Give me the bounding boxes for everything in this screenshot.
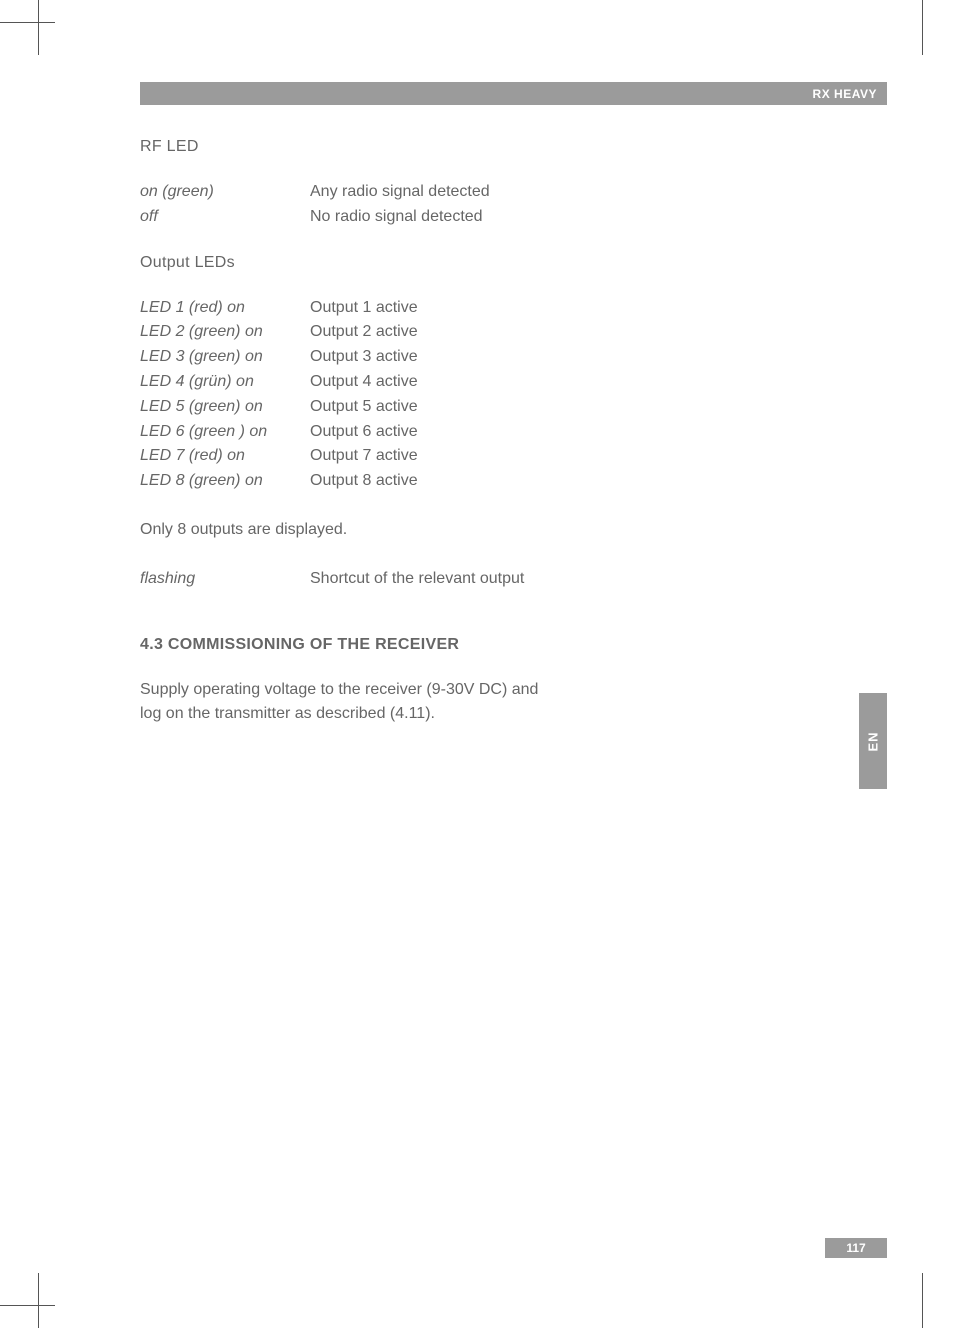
output-led-desc: Output 8 active [310, 469, 740, 494]
crop-mark [38, 0, 39, 55]
output-led-term: LED 2 (green) on [140, 320, 310, 345]
rf-led-row: on (green) Any radio signal detected [140, 180, 740, 205]
footer-page-bar: 117 [825, 1238, 887, 1258]
output-led-desc: Output 4 active [310, 370, 740, 395]
crop-mark [922, 0, 923, 55]
output-led-desc: Output 5 active [310, 395, 740, 420]
output-led-term: LED 6 (green ) on [140, 420, 310, 445]
output-led-row: LED 7 (red) on Output 7 active [140, 444, 740, 469]
crop-mark [0, 22, 55, 23]
language-side-tab: EN [859, 693, 887, 789]
output-led-desc: Output 6 active [310, 420, 740, 445]
output-led-desc: Output 7 active [310, 444, 740, 469]
output-led-term: LED 4 (grün) on [140, 370, 310, 395]
rf-led-desc: Any radio signal detected [310, 180, 740, 205]
page-number: 117 [846, 1241, 865, 1255]
output-led-row: LED 3 (green) on Output 3 active [140, 345, 740, 370]
output-led-row: LED 4 (grün) on Output 4 active [140, 370, 740, 395]
flashing-row: flashing Shortcut of the relevant output [140, 567, 740, 592]
output-led-row: LED 6 (green ) on Output 6 active [140, 420, 740, 445]
crop-mark [922, 1273, 923, 1328]
output-leds-heading: Output LEDs [140, 254, 740, 272]
content-region: RF LED on (green) Any radio signal detec… [140, 138, 740, 727]
rf-led-term: off [140, 205, 310, 230]
output-led-term: LED 8 (green) on [140, 469, 310, 494]
flashing-desc: Shortcut of the relevant output [310, 567, 740, 592]
section-4-3-body-line: log on the transmitter as described (4.1… [140, 702, 740, 727]
output-led-term: LED 7 (red) on [140, 444, 310, 469]
rf-led-term: on (green) [140, 180, 310, 205]
output-led-row: LED 1 (red) on Output 1 active [140, 296, 740, 321]
output-led-desc: Output 1 active [310, 296, 740, 321]
output-led-desc: Output 3 active [310, 345, 740, 370]
language-label: EN [866, 731, 881, 751]
header-label: RX HEAVY [813, 87, 877, 101]
crop-mark [38, 1273, 39, 1328]
rf-led-row: off No radio signal detected [140, 205, 740, 230]
output-led-row: LED 5 (green) on Output 5 active [140, 395, 740, 420]
output-led-term: LED 1 (red) on [140, 296, 310, 321]
output-led-term: LED 3 (green) on [140, 345, 310, 370]
output-led-row: LED 8 (green) on Output 8 active [140, 469, 740, 494]
section-4-3-heading: 4.3 COMMISSIONING OF THE RECEIVER [140, 636, 740, 654]
output-led-term: LED 5 (green) on [140, 395, 310, 420]
rf-led-heading: RF LED [140, 138, 740, 156]
output-led-row: LED 2 (green) on Output 2 active [140, 320, 740, 345]
header-bar: RX HEAVY [140, 82, 887, 105]
rf-led-desc: No radio signal detected [310, 205, 740, 230]
flashing-term: flashing [140, 567, 310, 592]
output-led-desc: Output 2 active [310, 320, 740, 345]
output-leds-note: Only 8 outputs are displayed. [140, 518, 740, 543]
section-4-3-body-line: Supply operating voltage to the receiver… [140, 678, 740, 703]
crop-mark [0, 1305, 55, 1306]
